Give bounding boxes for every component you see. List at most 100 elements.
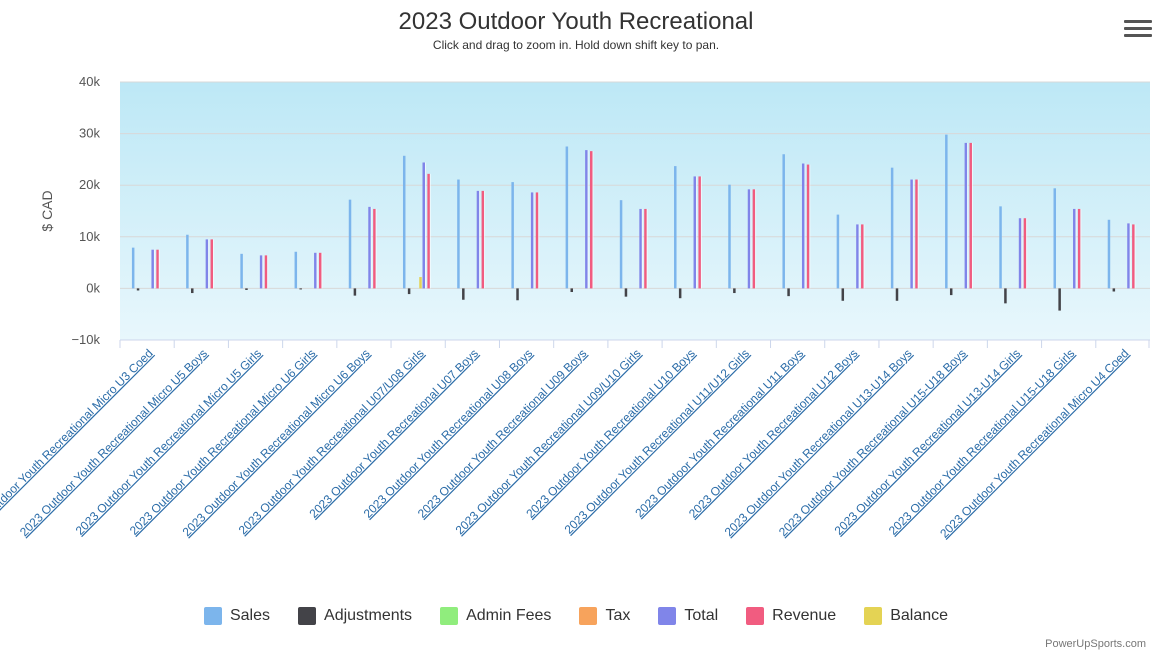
- credits-link[interactable]: PowerUpSports.com: [1045, 638, 1146, 650]
- bar-revenue[interactable]: [644, 208, 647, 289]
- x-category-label[interactable]: 2023 Outdoor Youth Recreational U13-U14 …: [832, 346, 1024, 538]
- bar-sales[interactable]: [619, 200, 623, 289]
- bar-adjustments[interactable]: [299, 288, 302, 290]
- bar-adjustments[interactable]: [1004, 288, 1007, 304]
- legend-item-balance[interactable]: Balance: [864, 607, 948, 625]
- bar-sales[interactable]: [1107, 219, 1111, 289]
- bar-sales[interactable]: [131, 247, 135, 289]
- bar-sales[interactable]: [348, 199, 352, 289]
- bar-revenue[interactable]: [698, 176, 701, 289]
- bar-adjustments[interactable]: [841, 288, 845, 301]
- legend-item-sales[interactable]: Sales: [203, 607, 270, 625]
- bar-total[interactable]: [259, 255, 263, 289]
- bar-adjustments[interactable]: [516, 288, 519, 301]
- bar-revenue[interactable]: [861, 224, 864, 289]
- bar-total[interactable]: [368, 206, 371, 289]
- bar-revenue[interactable]: [969, 142, 972, 289]
- bar-total[interactable]: [476, 190, 480, 289]
- bar-adjustments[interactable]: [1058, 288, 1061, 311]
- x-category-label[interactable]: 2023 Outdoor Youth Recreational U15-U18 …: [886, 346, 1078, 538]
- bar-revenue[interactable]: [427, 173, 430, 289]
- bar-adjustments[interactable]: [1112, 288, 1116, 292]
- bar-sales[interactable]: [782, 154, 785, 289]
- bar-sales[interactable]: [294, 251, 298, 289]
- bar-total[interactable]: [639, 208, 642, 289]
- bar-total[interactable]: [205, 239, 209, 289]
- bar-revenue[interactable]: [481, 190, 485, 289]
- bar-sales[interactable]: [890, 167, 894, 289]
- bar-total[interactable]: [801, 163, 805, 289]
- bar-adjustments[interactable]: [949, 288, 953, 296]
- bar-sales[interactable]: [402, 155, 406, 289]
- bar-adjustments[interactable]: [570, 288, 573, 293]
- x-category-label[interactable]: 2023 Outdoor Youth Recreational U07/U08 …: [236, 346, 427, 537]
- bar-total[interactable]: [1018, 218, 1022, 289]
- bar-revenue[interactable]: [210, 239, 214, 289]
- legend-item-total[interactable]: Total: [658, 607, 718, 625]
- bar-sales[interactable]: [186, 234, 189, 289]
- x-category-label[interactable]: 2023 Outdoor Youth Recreational Micro U5…: [17, 346, 210, 539]
- bar-total[interactable]: [910, 179, 913, 289]
- bar-revenue[interactable]: [264, 255, 268, 289]
- bar-total[interactable]: [964, 142, 968, 289]
- bar-revenue[interactable]: [915, 179, 918, 289]
- bar-adjustments[interactable]: [136, 288, 140, 291]
- bar-revenue[interactable]: [1132, 224, 1135, 289]
- bar-sales[interactable]: [728, 184, 731, 289]
- bar-balance[interactable]: [419, 277, 422, 289]
- bar-adjustments[interactable]: [191, 288, 194, 294]
- x-category-label[interactable]: 2023 Outdoor Youth Recreational Micro U5…: [73, 346, 264, 537]
- bar-adjustments[interactable]: [678, 288, 682, 299]
- bar-total[interactable]: [693, 176, 697, 289]
- bar-revenue[interactable]: [590, 151, 593, 289]
- bar-sales[interactable]: [945, 134, 948, 289]
- bar-revenue[interactable]: [373, 208, 376, 289]
- bar-sales[interactable]: [240, 253, 243, 289]
- bar-adjustments[interactable]: [407, 288, 411, 295]
- bar-adjustments[interactable]: [462, 288, 465, 300]
- bar-sales[interactable]: [511, 182, 514, 289]
- bar-adjustments[interactable]: [895, 288, 899, 301]
- bar-adjustments[interactable]: [245, 288, 248, 290]
- bar-total[interactable]: [747, 189, 751, 289]
- bar-sales[interactable]: [1053, 188, 1057, 289]
- bar-total[interactable]: [1127, 223, 1130, 289]
- x-category-label[interactable]: 2023 Outdoor Youth Recreational U09/U10 …: [453, 346, 644, 537]
- bar-total[interactable]: [151, 249, 154, 289]
- bar-adjustments[interactable]: [353, 288, 357, 296]
- bar-total[interactable]: [585, 150, 588, 289]
- x-category-label[interactable]: 2023 Outdoor Youth Recreational Micro U6…: [127, 346, 318, 537]
- bar-total[interactable]: [1073, 208, 1076, 289]
- bar-total[interactable]: [422, 162, 425, 289]
- bar-sales[interactable]: [674, 166, 677, 289]
- bar-revenue[interactable]: [156, 249, 159, 289]
- x-category-label[interactable]: 2023 Outdoor Youth Recreational U11/U12 …: [562, 346, 752, 536]
- bar-sales[interactable]: [565, 146, 569, 289]
- x-category-label[interactable]: 2023 Outdoor Youth Recreational Micro U4…: [937, 346, 1131, 540]
- x-category-label[interactable]: 2023 Outdoor Youth Recreational Micro U6…: [180, 346, 373, 539]
- bar-sales[interactable]: [836, 214, 840, 289]
- hamburger-menu-icon[interactable]: [1124, 20, 1152, 44]
- bar-revenue[interactable]: [806, 164, 810, 289]
- x-category-label[interactable]: 2023 Outdoor Youth Recreational Micro U3…: [0, 346, 156, 540]
- bar-total[interactable]: [530, 192, 534, 289]
- bar-adjustments[interactable]: [624, 288, 628, 297]
- legend-item-admin-fees[interactable]: Admin Fees: [440, 607, 551, 625]
- bar-sales[interactable]: [999, 206, 1002, 289]
- bar-total[interactable]: [314, 252, 317, 289]
- legend-item-adjustments[interactable]: Adjustments: [298, 607, 412, 625]
- legend-item-tax[interactable]: Tax: [579, 607, 630, 625]
- bar-total[interactable]: [856, 224, 859, 289]
- x-category-label[interactable]: 2023 Outdoor Youth Recreational U13-U14 …: [722, 346, 915, 539]
- bar-adjustments[interactable]: [787, 288, 790, 297]
- x-category-label[interactable]: 2023 Outdoor Youth Recreational U15-U18 …: [776, 346, 969, 539]
- bar-revenue[interactable]: [1023, 218, 1027, 289]
- bar-sales[interactable]: [457, 179, 460, 289]
- bar-revenue[interactable]: [318, 252, 322, 289]
- legend-item-revenue[interactable]: Revenue: [746, 607, 836, 625]
- bar-revenue[interactable]: [1077, 208, 1081, 289]
- bar-revenue[interactable]: [752, 189, 756, 289]
- bar-adjustments[interactable]: [733, 288, 736, 294]
- bar-revenue[interactable]: [535, 192, 539, 289]
